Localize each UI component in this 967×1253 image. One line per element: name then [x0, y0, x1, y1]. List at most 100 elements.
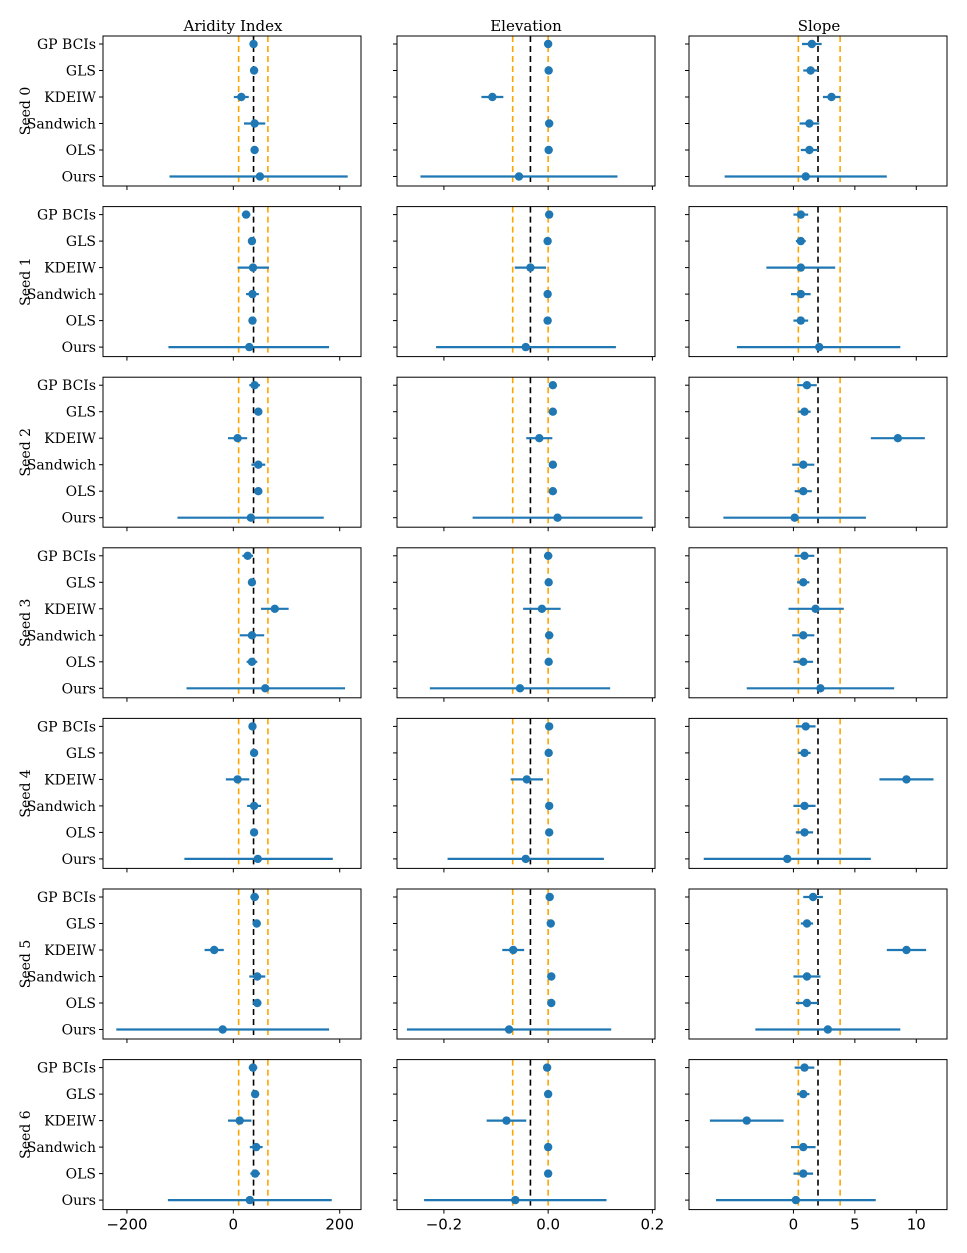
point-ols[interactable] — [544, 145, 553, 155]
point-ours[interactable] — [521, 854, 530, 864]
point-gls[interactable] — [249, 748, 259, 758]
point-gp-bcis[interactable] — [807, 39, 817, 49]
point-sandwich[interactable] — [543, 1142, 553, 1152]
point-ols[interactable] — [799, 1169, 808, 1178]
point-ours[interactable] — [815, 342, 824, 352]
point-gp-bcis[interactable] — [548, 381, 558, 390]
point-ols[interactable] — [799, 487, 808, 496]
point-ols[interactable] — [543, 316, 552, 325]
point-ours[interactable] — [553, 513, 562, 522]
point-gp-bcis[interactable] — [250, 381, 259, 390]
point-ours[interactable] — [245, 342, 254, 352]
point-kdeiw[interactable] — [209, 945, 219, 955]
point-gp-bcis[interactable] — [543, 39, 553, 49]
point-sandwich[interactable] — [802, 972, 812, 981]
point-kdeiw[interactable] — [742, 1116, 751, 1125]
point-kdeiw[interactable] — [509, 945, 518, 955]
point-kdeiw[interactable] — [796, 263, 805, 272]
point-ours[interactable] — [246, 513, 256, 522]
point-gp-bcis[interactable] — [250, 892, 259, 902]
point-sandwich[interactable] — [543, 289, 552, 299]
point-gp-bcis[interactable] — [544, 210, 554, 219]
point-ours[interactable] — [511, 1195, 520, 1205]
point-sandwich[interactable] — [253, 972, 262, 981]
point-gls[interactable] — [544, 578, 553, 587]
point-ours[interactable] — [515, 684, 525, 693]
point-ols[interactable] — [796, 316, 805, 325]
point-gls[interactable] — [254, 407, 263, 416]
point-gp-bcis[interactable] — [545, 892, 554, 902]
point-ours[interactable] — [823, 1025, 833, 1034]
point-ours[interactable] — [218, 1025, 227, 1034]
point-gls[interactable] — [543, 236, 552, 246]
point-sandwich[interactable] — [799, 631, 808, 640]
point-ours[interactable] — [783, 854, 792, 864]
point-ours[interactable] — [504, 1025, 514, 1034]
point-gp-bcis[interactable] — [543, 551, 553, 560]
point-gp-bcis[interactable] — [544, 722, 554, 731]
point-ols[interactable] — [253, 998, 262, 1008]
point-sandwich[interactable] — [250, 119, 259, 128]
point-sandwich[interactable] — [544, 631, 554, 640]
point-sandwich[interactable] — [548, 460, 558, 469]
point-kdeiw[interactable] — [902, 775, 911, 784]
point-kdeiw[interactable] — [893, 434, 903, 443]
point-kdeiw[interactable] — [488, 92, 497, 102]
point-ours[interactable] — [521, 342, 530, 352]
point-ols[interactable] — [247, 657, 257, 666]
point-ols[interactable] — [543, 1169, 553, 1178]
point-gls[interactable] — [799, 1089, 808, 1099]
point-ols[interactable] — [548, 487, 558, 496]
point-ols[interactable] — [248, 316, 257, 325]
point-ours[interactable] — [245, 1195, 255, 1205]
point-gls[interactable] — [802, 919, 812, 928]
point-gls[interactable] — [249, 66, 259, 75]
point-kdeiw[interactable] — [233, 775, 242, 784]
point-gls[interactable] — [546, 919, 555, 928]
point-gls[interactable] — [796, 236, 805, 246]
point-gls[interactable] — [544, 66, 553, 75]
point-sandwich[interactable] — [254, 460, 263, 469]
point-ols[interactable] — [547, 998, 556, 1008]
point-gp-bcis[interactable] — [796, 210, 805, 219]
point-sandwich[interactable] — [248, 289, 257, 299]
point-ours[interactable] — [255, 172, 265, 181]
point-ols[interactable] — [802, 998, 812, 1008]
point-sandwich[interactable] — [247, 631, 257, 640]
point-sandwich[interactable] — [544, 801, 554, 811]
point-sandwich[interactable] — [547, 972, 556, 981]
point-sandwich[interactable] — [796, 289, 805, 299]
point-gls[interactable] — [800, 748, 809, 758]
point-ols[interactable] — [254, 487, 263, 496]
point-kdeiw[interactable] — [248, 263, 258, 272]
point-gls[interactable] — [250, 1089, 260, 1099]
point-ours[interactable] — [790, 513, 799, 522]
point-gp-bcis[interactable] — [542, 1063, 552, 1072]
point-gls[interactable] — [544, 748, 553, 758]
point-gp-bcis[interactable] — [243, 551, 252, 560]
point-gls[interactable] — [806, 66, 815, 75]
point-gp-bcis[interactable] — [248, 1063, 258, 1072]
point-sandwich[interactable] — [249, 801, 259, 811]
point-kdeiw[interactable] — [522, 775, 531, 784]
point-ols[interactable] — [805, 145, 814, 155]
point-kdeiw[interactable] — [235, 1116, 244, 1125]
point-gp-bcis[interactable] — [800, 551, 809, 560]
point-ols[interactable] — [249, 828, 259, 837]
point-ols[interactable] — [800, 828, 809, 837]
point-sandwich[interactable] — [800, 801, 809, 811]
point-gls[interactable] — [800, 407, 809, 416]
point-gp-bcis[interactable] — [801, 722, 810, 731]
point-ours[interactable] — [791, 1195, 801, 1205]
point-sandwich[interactable] — [805, 119, 814, 128]
point-gp-bcis[interactable] — [808, 892, 818, 902]
point-ours[interactable] — [261, 684, 270, 693]
point-gls[interactable] — [548, 407, 558, 416]
point-kdeiw[interactable] — [526, 263, 535, 272]
point-kdeiw[interactable] — [502, 1116, 511, 1125]
point-kdeiw[interactable] — [827, 92, 836, 102]
point-kdeiw[interactable] — [233, 434, 242, 443]
point-sandwich[interactable] — [252, 1142, 261, 1152]
point-ols[interactable] — [544, 657, 553, 666]
point-gp-bcis[interactable] — [802, 381, 812, 390]
